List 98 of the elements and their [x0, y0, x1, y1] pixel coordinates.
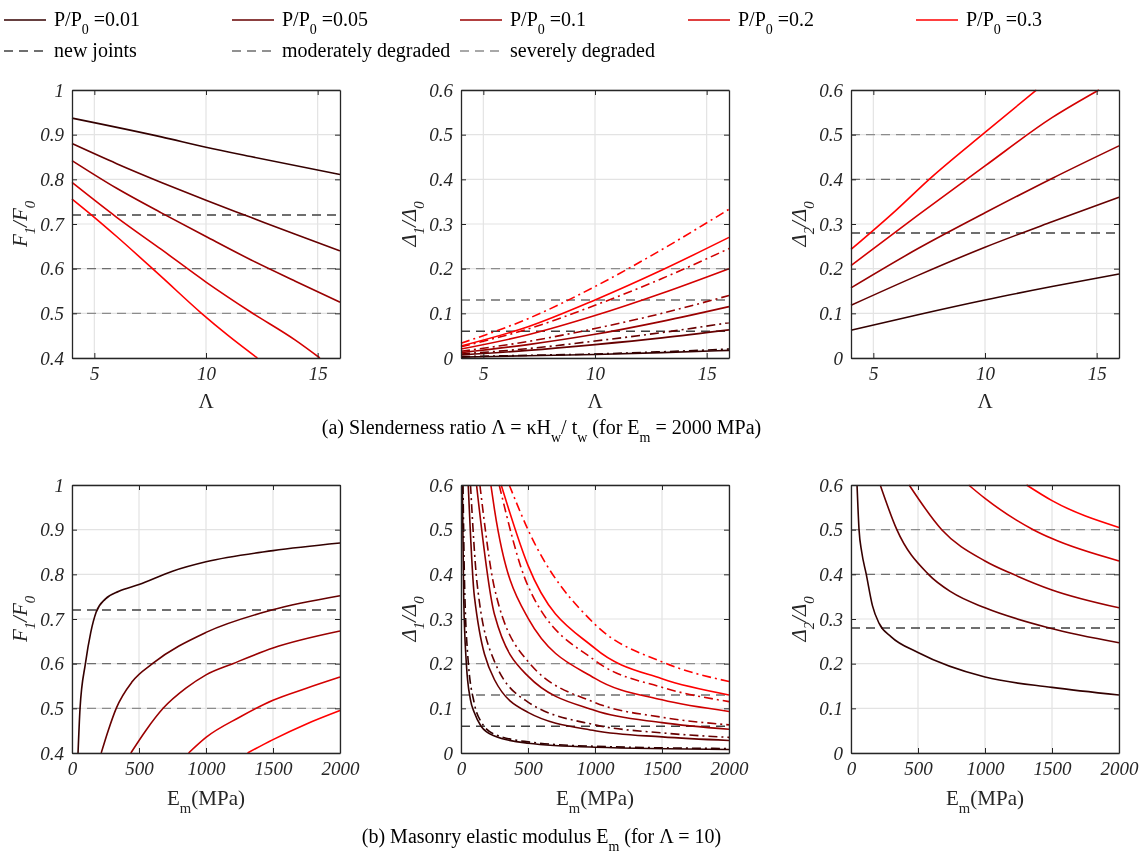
- line-series: [856, 484, 1120, 696]
- x-tick-label: 2000: [710, 758, 749, 780]
- y-tick-label: 1: [54, 474, 64, 496]
- y-tick-label: 0.4: [819, 563, 844, 585]
- y-tick-label: 0.2: [819, 258, 844, 280]
- y-tick-label: 0.7: [40, 213, 66, 235]
- x-axis-title: E$_{m}$(MPa): [167, 786, 245, 816]
- y-tick-label: 0.1: [429, 697, 453, 719]
- x-tick-label: 1500: [254, 758, 293, 780]
- x-tick-label: 2000: [1100, 758, 1139, 780]
- line-series: [967, 484, 1120, 562]
- line-series: [850, 273, 1120, 332]
- x-axis-title: Λ: [198, 389, 215, 413]
- y-tick-label: 0.1: [429, 302, 453, 324]
- y-tick-label: 0: [443, 347, 454, 369]
- line-series: [908, 484, 1120, 609]
- x-tick-label: 1000: [966, 758, 1005, 780]
- legend-label: P/P$_{0}$ =0.05: [282, 8, 369, 37]
- line-series: [130, 630, 341, 754]
- x-tick-label: 1500: [643, 758, 682, 780]
- x-tick-label: 15: [697, 363, 717, 385]
- y-tick-label: 0.6: [40, 653, 65, 675]
- line-series: [187, 676, 341, 754]
- y-tick-label: 0.3: [429, 608, 453, 630]
- y-tick-label: 0.6: [819, 474, 844, 496]
- y-tick-label: 0.4: [819, 168, 844, 190]
- y-tick-label: 0.4: [40, 347, 65, 369]
- line-series: [850, 196, 1120, 307]
- y-tick-label: 0.9: [40, 519, 65, 541]
- x-tick-label: 5: [869, 363, 879, 385]
- y-tick-label: 0.1: [819, 697, 843, 719]
- line-series: [71, 198, 259, 359]
- x-tick-label: 500: [514, 758, 544, 780]
- x-axis-title: Λ: [977, 389, 994, 413]
- x-tick-label: 10: [197, 363, 217, 385]
- y-tick-label: 0.4: [429, 168, 454, 190]
- y-tick-label: 0.2: [819, 653, 844, 675]
- y-tick-label: 0.8: [40, 563, 65, 585]
- line-series: [100, 594, 341, 754]
- legend-label: new joints: [54, 39, 137, 62]
- x-tick-label: 1500: [1033, 758, 1072, 780]
- y-tick-label: 0.5: [819, 124, 843, 146]
- x-tick-label: 10: [976, 363, 996, 385]
- x-tick-label: 5: [479, 363, 489, 385]
- y-tick-label: 0.6: [40, 258, 65, 280]
- x-axis-title: E$_{m}$(MPa): [946, 786, 1024, 816]
- y-tick-label: 0.7: [40, 608, 66, 630]
- x-tick-label: 15: [1087, 363, 1107, 385]
- legend-label: P/P$_{0}$ =0.01: [54, 8, 141, 37]
- line-series: [71, 159, 341, 303]
- y-tick-label: 0.5: [429, 519, 453, 541]
- y-tick-label: 0.8: [40, 168, 65, 190]
- legend-label: P/P$_{0}$ =0.3: [966, 8, 1043, 37]
- legend-label: moderately degraded: [282, 39, 451, 62]
- line-series: [71, 181, 321, 359]
- x-axis-title: Λ: [587, 389, 604, 413]
- y-tick-label: 0.5: [40, 697, 64, 719]
- y-tick-label: 0.9: [40, 124, 65, 146]
- y-tick-label: 0.2: [429, 258, 454, 280]
- y-tick-label: 0.6: [429, 79, 454, 101]
- line-series: [77, 542, 341, 754]
- y-tick-label: 0.4: [40, 742, 65, 764]
- x-tick-label: 10: [586, 363, 606, 385]
- y-tick-label: 0.4: [429, 563, 454, 585]
- line-series: [879, 484, 1120, 644]
- line-series: [850, 89, 1100, 267]
- y-tick-label: 0.2: [429, 653, 454, 675]
- y-tick-label: 0.6: [429, 474, 454, 496]
- line-series: [850, 89, 1038, 251]
- y-tick-label: 0.6: [819, 79, 844, 101]
- y-tick-label: 0.3: [819, 213, 843, 235]
- x-tick-label: 1000: [187, 758, 226, 780]
- y-tick-label: 0.1: [819, 302, 843, 324]
- y-tick-label: 0: [443, 742, 454, 764]
- line-series: [71, 142, 341, 252]
- x-tick-label: 5: [90, 363, 100, 385]
- line-series: [246, 709, 341, 754]
- line-series: [850, 145, 1120, 289]
- y-tick-label: 0: [833, 742, 844, 764]
- y-tick-label: 0.5: [819, 519, 843, 541]
- y-tick-label: 0.5: [429, 124, 453, 146]
- y-tick-label: 0.3: [819, 608, 843, 630]
- y-tick-label: 0: [833, 347, 844, 369]
- text: (a) Slenderness ratio Λ = κH$_{w}$/ t$_{w}$ (for E$_{m}$ = 2000 MPa): [321, 416, 762, 445]
- x-tick-label: 500: [904, 758, 934, 780]
- y-tick-label: 0.3: [429, 213, 453, 235]
- x-tick-label: 15: [308, 363, 328, 385]
- legend-label: P/P$_{0}$ =0.1: [510, 8, 587, 37]
- y-tick-label: 0.5: [40, 302, 64, 324]
- x-tick-label: 2000: [321, 758, 360, 780]
- line-series: [71, 117, 341, 176]
- x-tick-label: 500: [125, 758, 155, 780]
- legend-label: P/P$_{0}$ =0.2: [738, 8, 815, 37]
- legend-label: severely degraded: [510, 39, 655, 62]
- y-tick-label: 1: [54, 79, 64, 101]
- x-tick-label: 1000: [576, 758, 615, 780]
- x-axis-title: E$_{m}$(MPa): [556, 786, 634, 816]
- text: (b) Masonry elastic modulus E$_{m}$ (for Λ = 10): [361, 825, 722, 854]
